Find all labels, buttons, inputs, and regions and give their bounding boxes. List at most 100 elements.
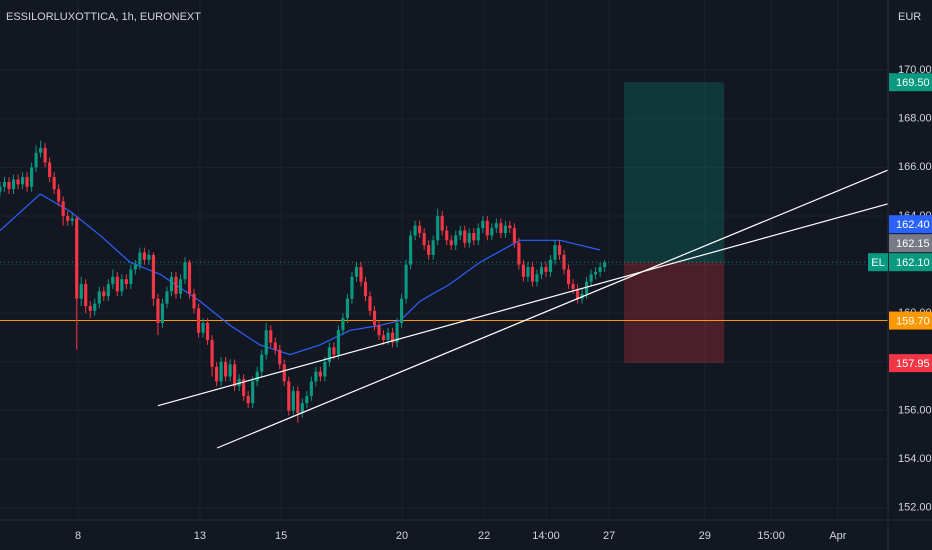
candle-body: [594, 271, 598, 275]
candle-body: [228, 364, 232, 377]
candle-body: [52, 177, 56, 190]
price-badge: [889, 73, 932, 92]
candle-body: [0, 186, 2, 192]
candle-body: [205, 322, 210, 341]
candle-body: [224, 361, 228, 377]
x-tick-label: 22: [478, 530, 490, 542]
candle-body: [264, 330, 268, 355]
candle-body: [332, 347, 336, 355]
x-tick-label: 14:00: [532, 530, 560, 542]
candle-body: [440, 215, 444, 231]
candle-body: [187, 262, 192, 294]
candle-body: [115, 276, 119, 292]
candle-body: [84, 284, 88, 306]
price-badge-label: 157.95: [896, 358, 930, 370]
candle-body: [269, 330, 273, 343]
price-badge: [889, 234, 932, 253]
candle-body: [400, 298, 404, 323]
x-tick-label: 15:00: [757, 530, 785, 542]
candle-body: [381, 335, 386, 341]
candle-body: [508, 225, 512, 229]
candle-body: [120, 279, 124, 292]
profit-zone: [624, 82, 725, 263]
candle-body: [147, 254, 151, 260]
price-badge-label: 162.15: [896, 238, 930, 250]
candle-body: [88, 305, 92, 311]
candle-body: [336, 330, 340, 355]
candle-body: [431, 240, 435, 255]
candle-body: [494, 223, 498, 229]
candle-body: [363, 281, 368, 297]
y-tick-label: 168.00: [898, 113, 932, 125]
price-badge: [889, 253, 932, 272]
x-tick-label: 8: [75, 530, 81, 542]
candle-body: [571, 284, 575, 289]
candle-body: [233, 364, 237, 387]
candle-body: [219, 361, 223, 382]
candle-body: [66, 215, 70, 221]
moving-average: [0, 193, 601, 356]
candle-body: [97, 291, 101, 304]
candle-body: [544, 267, 548, 272]
candle-body: [129, 269, 133, 285]
candle-body: [196, 308, 201, 333]
candle-body: [192, 293, 196, 309]
candle-body: [575, 288, 580, 299]
candle-body: [377, 325, 381, 336]
price-badge-label: 159.70: [896, 315, 930, 327]
y-tick-label: 156.00: [898, 404, 932, 416]
candle-body: [386, 332, 390, 341]
candle-body: [39, 147, 43, 153]
price-tag: [868, 253, 888, 272]
x-tick-label: 20: [396, 530, 408, 542]
chart-title: ESSILORLUXOTTICA, 1h, EURONEXT: [6, 11, 201, 23]
price-badge-label: 162.10: [896, 257, 930, 269]
candle-body: [404, 264, 408, 299]
candle-body: [539, 267, 544, 275]
candle-body: [300, 403, 304, 413]
candle-body: [282, 364, 286, 382]
candle-body: [246, 395, 250, 404]
candle-body: [413, 225, 417, 236]
candle-body: [481, 220, 485, 229]
candle-body: [255, 371, 259, 382]
candle-body: [530, 267, 535, 282]
candle-body: [318, 371, 322, 377]
candle-body: [251, 381, 255, 404]
price-badge: [889, 311, 932, 330]
candle-body: [463, 230, 467, 243]
candle-body: [562, 254, 566, 270]
candle-body: [517, 242, 521, 265]
candle-body: [160, 303, 165, 323]
candle-body: [57, 189, 61, 202]
candle-body: [70, 218, 74, 221]
loss-zone: [624, 262, 725, 364]
candle-body: [178, 279, 183, 294]
candle-body: [553, 245, 557, 260]
candle-body: [350, 276, 354, 299]
x-tick-label: 27: [603, 530, 615, 542]
candle-body: [372, 310, 377, 326]
candle-body: [7, 181, 11, 190]
candle-body: [589, 274, 593, 282]
price-badge-label: 162.40: [896, 219, 930, 231]
y-tick-label: 170.00: [898, 64, 932, 76]
candle-body: [278, 349, 282, 365]
plot: [0, 82, 889, 449]
price-badge: [889, 215, 932, 234]
candle-body: [215, 366, 219, 382]
candle-body: [242, 378, 246, 396]
axes: 152.00154.00156.00158.00160.00162.00164.…: [75, 64, 932, 542]
candle-body: [151, 254, 155, 299]
candle-body: [445, 230, 449, 241]
candle-body: [11, 179, 16, 190]
candle-body: [305, 395, 309, 404]
candle-body: [210, 340, 214, 367]
candle-body: [422, 233, 426, 246]
candle-body: [111, 276, 115, 285]
candle-body: [201, 322, 205, 333]
candle-body: [395, 322, 399, 343]
candle-body: [273, 342, 277, 350]
candle-body: [409, 235, 413, 265]
